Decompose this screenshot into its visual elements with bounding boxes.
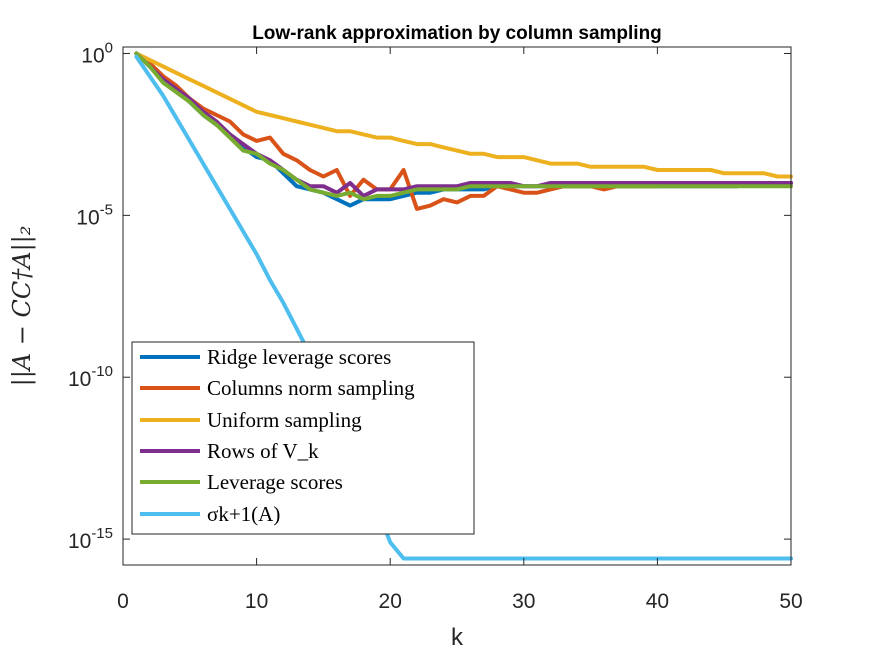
series-layer [134,51,793,561]
x-tick-label: 40 [646,590,669,613]
legend-label-rows-vk: Rows of V_k [207,439,319,463]
legend-label-leverage: Leverage scores [207,470,343,494]
x-tick-label: 50 [779,590,802,613]
chart-title: Low-rank approximation by column samplin… [252,23,662,44]
y-tick-base: 10 [76,206,99,229]
y-tick-label: 100 [81,39,113,67]
y-tick-label: 10-10 [68,363,113,391]
legend-label-ridge: Ridge leverage scores [207,345,391,369]
legend-box [131,341,475,535]
x-tick-label: 30 [512,590,535,613]
plot-frame [122,46,792,566]
y-tick-label: 10-5 [76,201,113,229]
y-tick-exponent: -15 [91,525,113,542]
y-tick-exponent: -10 [91,363,113,380]
series-line-uniform [134,51,793,179]
series-line-rows-vk [134,51,793,198]
x-tick-label: 10 [245,590,268,613]
y-tick-exponent: 0 [105,39,113,56]
y-tick-base: 10 [81,44,104,67]
legend-label-sigma: σk+1(A) [207,502,280,526]
legend: Ridge leverage scores Columns norm sampl… [131,341,475,535]
y-tick-base: 10 [68,368,91,391]
legend-label-colnorm: Columns norm sampling [207,376,415,400]
y-axis-label: ||A − CC†A||₂ [8,226,37,387]
legend-label-uniform: Uniform sampling [207,408,362,432]
y-tick-base: 10 [68,530,91,553]
x-axis-label: k [451,624,464,651]
x-tick-label: 20 [379,590,402,613]
series-line-leverage [134,51,793,202]
x-tick-label: 0 [117,590,129,613]
y-tick-exponent: -5 [100,201,113,218]
y-tick-label: 10-15 [68,525,113,553]
series-line-sigma [134,54,793,561]
